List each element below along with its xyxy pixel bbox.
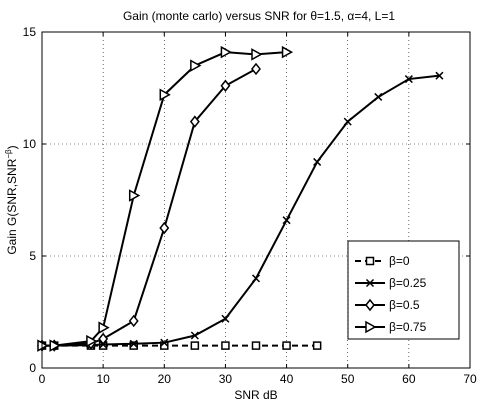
data-point-beta-0-75 (128, 189, 141, 202)
legend-marker-beta-0-25 (365, 278, 375, 288)
legend-entry-beta-0: β=0 (355, 254, 410, 268)
legend-marker-beta-0-75 (365, 320, 377, 334)
series-line-beta-0-75 (42, 51, 287, 347)
data-point-beta-0-25 (282, 216, 291, 225)
data-point-beta-0-25-strokes (313, 157, 322, 166)
x-tick-label: 70 (463, 372, 477, 386)
y-tick-label: 0 (29, 361, 36, 375)
legend-sample-beta-0 (355, 256, 385, 266)
y-tick-label: 10 (23, 137, 37, 151)
data-point-beta-0-25 (129, 339, 138, 348)
axis-ticks: 0 10 20 30 40 50 60 70 0 5 10 15 (23, 25, 477, 386)
data-point-beta-0-75 (86, 334, 98, 348)
data-point-beta-0 (129, 341, 138, 350)
y-tick-label: 5 (29, 249, 36, 263)
data-point-beta-0-25-strokes (190, 331, 199, 340)
data-point-beta-0-25 (343, 117, 352, 126)
legend: β=0 β=0.25 β=0.5 β=0.75 (347, 240, 460, 340)
legend-sample-beta-0-75 (355, 320, 385, 334)
y-axis-label: Gain G(SNR,SNR−β) (4, 145, 19, 254)
y-axis-label-main: Gain G(SNR,SNR (5, 158, 19, 254)
legend-marker-beta-0-5 (365, 298, 375, 312)
data-point-beta-0 (282, 341, 291, 350)
data-point-beta-0-75 (251, 48, 263, 61)
x-tick-label: 50 (341, 372, 355, 386)
y-axis-label-superscript: −β (4, 149, 13, 159)
x-tick-label: 0 (39, 372, 46, 386)
data-point-beta-0-25-strokes (343, 117, 352, 126)
legend-marker-beta-0-25-strokes (365, 278, 375, 288)
data-point-beta-0-25 (435, 71, 444, 80)
legend-entry-beta-0-25: β=0.25 (355, 276, 427, 290)
data-point-beta-0-25-strokes (404, 75, 413, 84)
x-tick-label: 60 (402, 372, 416, 386)
data-point-beta-0-25 (374, 92, 383, 101)
legend-sample-beta-0-5 (355, 298, 385, 312)
data-point-beta-0-5 (251, 62, 261, 76)
legend-label-beta-0-5: β=0.5 (389, 298, 420, 312)
data-point-beta-0-75 (159, 88, 171, 101)
data-point-beta-0-25-strokes (251, 274, 261, 283)
legend-label-beta-0-75: β=0.75 (389, 320, 427, 334)
data-point-beta-0-75 (220, 45, 232, 59)
data-point-beta-0-25-strokes (435, 71, 444, 80)
data-point-beta-0-5 (189, 115, 200, 128)
data-point-beta-0-25-strokes (374, 92, 383, 101)
legend-entry-beta-0-75: β=0.75 (355, 320, 427, 334)
data-point-beta-0-5 (220, 79, 231, 92)
data-point-beta-0-25-strokes (160, 338, 169, 347)
data-point-beta-0-25 (404, 75, 413, 84)
data-point-beta-0-25 (190, 331, 199, 340)
data-point-beta-0-75 (281, 45, 294, 59)
legend-label-beta-0-25: β=0.25 (389, 276, 427, 290)
x-tick-label: 30 (219, 372, 233, 386)
legend-marker-beta-0 (365, 256, 375, 266)
legend-sample-beta-0-25 (355, 278, 385, 288)
data-point-beta-0-25-strokes (221, 314, 230, 323)
data-point-beta-0-25 (160, 338, 169, 347)
y-axis-label-close: ) (5, 145, 19, 149)
data-point-beta-0-25 (251, 274, 261, 283)
data-point-beta-0-25 (221, 314, 230, 323)
x-tick-label: 20 (158, 372, 172, 386)
data-point-beta-0-75 (49, 339, 61, 352)
legend-label-beta-0: β=0 (389, 254, 410, 268)
data-point-beta-0-75 (190, 59, 202, 72)
data-point-beta-0-25-strokes (282, 216, 291, 225)
data-point-beta-0 (251, 341, 261, 350)
data-point-beta-0 (312, 341, 322, 350)
data-point-beta-0-75 (98, 321, 110, 334)
data-point-beta-0-5 (159, 221, 170, 235)
x-axis-label: SNR dB (234, 388, 277, 402)
x-tick-label: 10 (96, 372, 110, 386)
chart-title: Gain (monte carlo) versus SNR for θ=1.5,… (123, 9, 395, 23)
data-point-beta-0-25-strokes (129, 339, 138, 348)
data-point-beta-0 (221, 341, 230, 350)
y-tick-label: 15 (23, 25, 37, 39)
x-tick-label: 40 (280, 372, 294, 386)
data-point-beta-0-5 (98, 332, 109, 346)
plot-frame (41, 31, 471, 369)
data-point-beta-0-25 (313, 157, 322, 166)
legend-entry-beta-0-5: β=0.5 (355, 298, 420, 312)
data-point-beta-0 (190, 341, 200, 350)
data-point-beta-0-5 (128, 314, 139, 328)
